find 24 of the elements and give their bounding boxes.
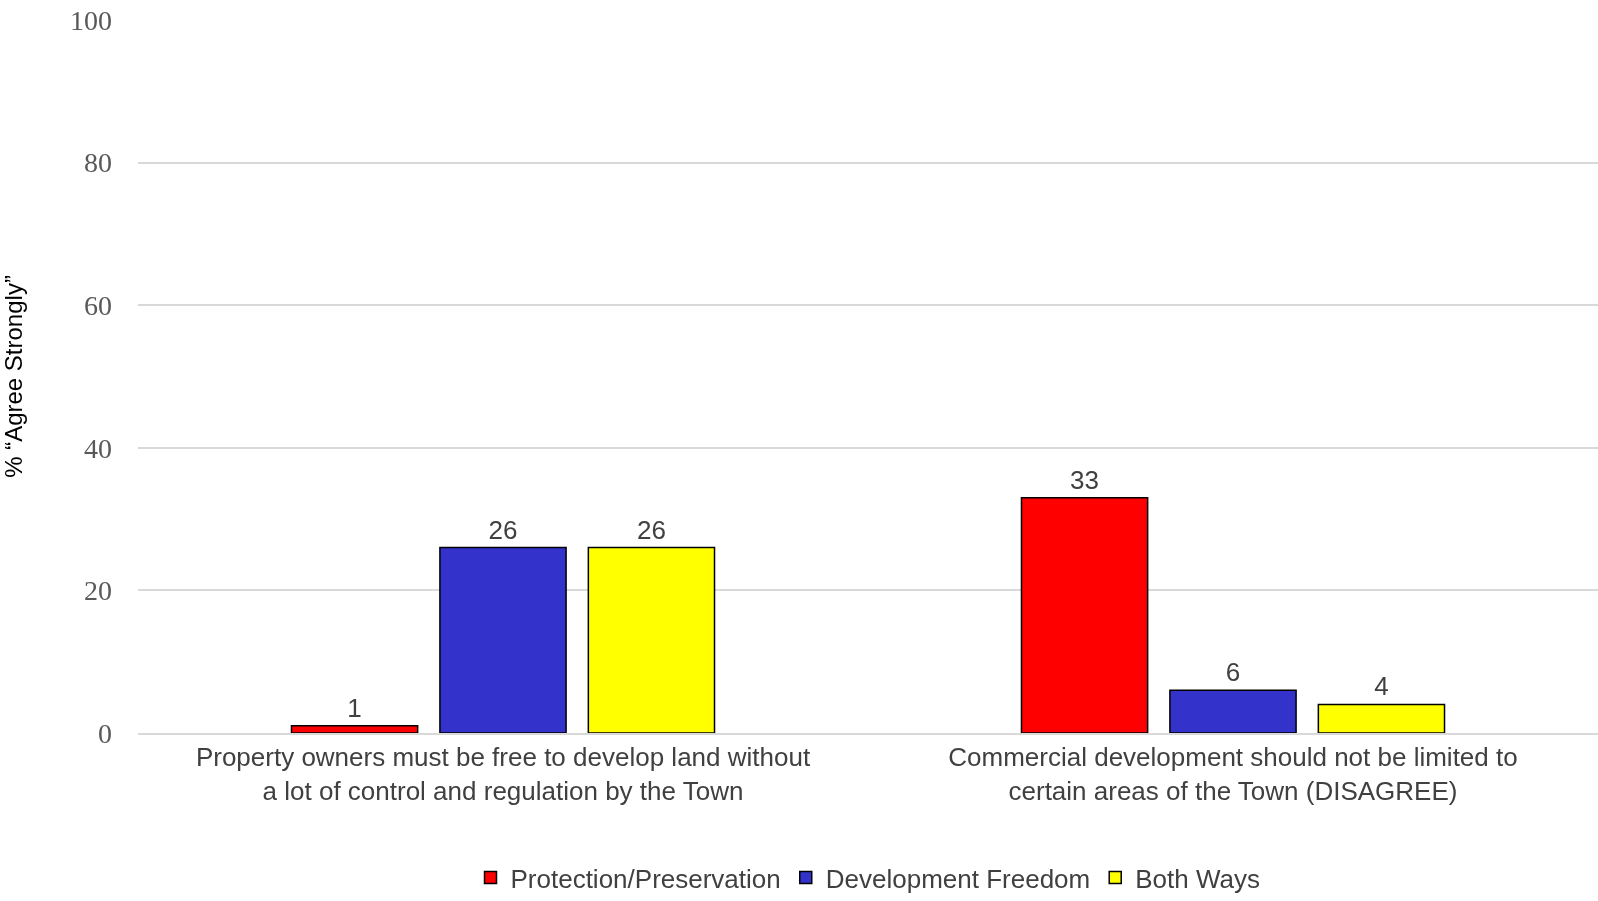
legend-label: Development Freedom [825,863,1091,894]
bar [290,725,419,733]
y-tick-label: 20 [84,575,112,607]
data-label: 33 [1070,464,1100,495]
data-label: 26 [488,514,518,545]
bar [1169,689,1297,733]
y-tick-label: 60 [84,290,112,321]
x-tick-label: Commercial development should not be limited to certain areas of the Town (DISAGREE) [948,741,1518,806]
data-label: 26 [636,514,666,545]
y-tick-label: 40 [84,432,112,464]
legend-label: Protection/Preservation [510,863,781,894]
bar [1020,496,1149,733]
legend-label: Both Ways [1135,863,1260,894]
bar [439,546,567,733]
y-tick-label: 100 [70,4,112,36]
data-label: 6 [1225,657,1241,688]
bar [1317,703,1446,733]
data-label: 4 [1374,671,1389,702]
y-tick-label: 80 [84,147,112,179]
bar [587,546,716,733]
data-label: 1 [347,692,362,723]
y-tick-label: 0 [98,717,112,749]
x-tick-label: Property owners must be free to develop land without a lot of control and regulation by the Town [195,741,811,806]
y-axis-title: % “Agree Strongly” [0,275,28,478]
